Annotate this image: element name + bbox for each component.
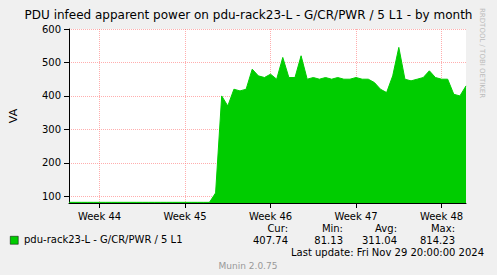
svg-text:Cur:: Cur: bbox=[267, 223, 288, 234]
svg-text:Max:: Max: bbox=[431, 223, 455, 234]
svg-text:Munin 2.0.75: Munin 2.0.75 bbox=[219, 261, 278, 271]
svg-text:Week 45: Week 45 bbox=[163, 211, 206, 222]
svg-text:300: 300 bbox=[42, 124, 61, 135]
svg-text:Week 46: Week 46 bbox=[249, 211, 292, 222]
svg-text:600: 600 bbox=[42, 24, 61, 35]
svg-text:Week 44: Week 44 bbox=[78, 211, 121, 222]
svg-text:Week 48: Week 48 bbox=[420, 211, 463, 222]
svg-text:VA: VA bbox=[7, 108, 20, 123]
svg-text:Avg:: Avg: bbox=[375, 223, 397, 234]
svg-text:RRDTOOL / TOBI OETIKER: RRDTOOL / TOBI OETIKER bbox=[478, 8, 486, 98]
svg-text:100: 100 bbox=[42, 191, 61, 202]
svg-text:Week 47: Week 47 bbox=[334, 211, 377, 222]
svg-text:Last update: Fri Nov 29 20:00:: Last update: Fri Nov 29 20:00:00 2024 bbox=[291, 247, 484, 258]
svg-text:500: 500 bbox=[42, 57, 61, 68]
svg-text:407.74: 407.74 bbox=[253, 235, 288, 246]
svg-text:814.23: 814.23 bbox=[420, 235, 455, 246]
svg-text:pdu-rack23-L - G/CR/PWR / 5 L1: pdu-rack23-L - G/CR/PWR / 5 L1 bbox=[24, 234, 183, 245]
svg-text:200: 200 bbox=[42, 157, 61, 168]
svg-text:311.04: 311.04 bbox=[362, 235, 397, 246]
svg-text:81.13: 81.13 bbox=[314, 235, 343, 246]
svg-text:400: 400 bbox=[42, 90, 61, 101]
svg-text:PDU infeed apparent power on p: PDU infeed apparent power on pdu-rack23-… bbox=[25, 8, 473, 22]
svg-text:Min:: Min: bbox=[322, 223, 343, 234]
